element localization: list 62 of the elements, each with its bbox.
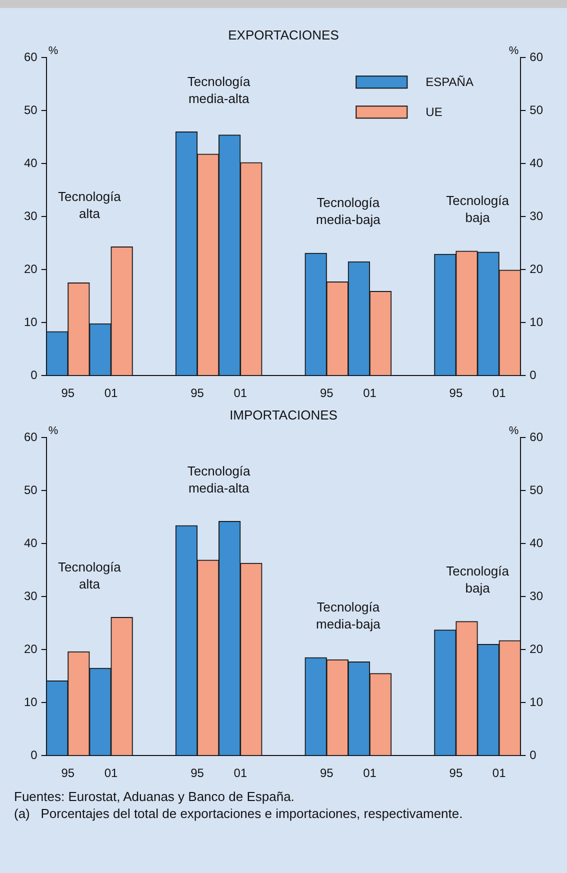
x-tick-label: 95: [449, 766, 463, 780]
y2-axis-title: %: [508, 425, 519, 438]
x-tick-label: 95: [320, 766, 334, 780]
y2-tick-label: 30: [530, 208, 544, 223]
y2-tick-label: 40: [530, 536, 544, 550]
x-tick-label: 01: [363, 386, 377, 400]
y-tick-label: 50: [24, 482, 38, 497]
y2-tick-label: 0: [530, 368, 537, 382]
annotation: Tecnología baja: [446, 564, 510, 596]
y-axis-title: %: [48, 45, 58, 58]
x-tick-label: 01: [104, 386, 118, 400]
annotation: Tecnología media-baja: [316, 600, 382, 632]
y2-tick-label: 0: [530, 748, 537, 762]
x-tick-label: 95: [61, 386, 75, 400]
x-tick-label: 01: [234, 766, 248, 780]
annotation: Tecnología media-baja: [316, 195, 382, 228]
annotation: Tecnología media-alta: [187, 463, 252, 496]
y-tick-label: 30: [24, 208, 38, 223]
y-tick-label: 60: [24, 50, 38, 64]
x-tick-label: 95: [61, 766, 75, 780]
x-tick-label: 01: [363, 766, 377, 780]
y2-tick-label: 50: [530, 102, 544, 117]
annotation: Tecnología alta: [58, 559, 122, 592]
x-tick-label: 01: [104, 766, 118, 780]
y2-tick-label: 40: [530, 156, 544, 170]
text: (a) Porcentajes del total de exportaciones e importaciones, respectivamente.: [14, 805, 464, 822]
y2-tick-label: 10: [530, 314, 544, 329]
y-tick-label: 0: [30, 368, 38, 382]
annotation: Tecnología baja: [446, 193, 510, 226]
source-note: Fuentes: Eurostat, Aduanas y Banco de España.: [14, 788, 296, 805]
legend-label: ESPAÑA: [426, 74, 474, 89]
annotation: Tecnología media-alta: [187, 74, 252, 106]
y-tick-label: 0: [30, 748, 38, 762]
y-tick-label: 60: [24, 430, 38, 444]
y-tick-label: 30: [24, 588, 38, 603]
chart-title: EXPORTACIONES: [228, 27, 340, 42]
y2-tick-label: 20: [530, 262, 544, 276]
y2-tick-label: 20: [530, 642, 544, 656]
chart-title: IMPORTACIONES: [230, 407, 338, 422]
y-tick-label: 10: [24, 314, 38, 329]
legend-label: UE: [426, 104, 442, 119]
y2-tick-label: 30: [530, 588, 544, 603]
x-tick-label: 01: [234, 386, 248, 400]
y-tick-label: 40: [24, 536, 38, 550]
y-tick-label: 50: [24, 102, 38, 117]
x-tick-label: 95: [190, 386, 204, 400]
y2-tick-label: 60: [530, 430, 544, 444]
x-tick-label: 95: [449, 386, 463, 400]
y2-tick-label: 60: [530, 50, 544, 64]
x-tick-label: 01: [492, 766, 506, 780]
annotation: Tecnología alta: [58, 188, 122, 221]
y2-tick-label: 10: [530, 694, 544, 709]
y-tick-label: 20: [24, 642, 38, 656]
x-tick-label: 95: [190, 766, 204, 780]
y-axis-title: %: [48, 425, 58, 438]
y-tick-label: 40: [24, 156, 38, 170]
y-tick-label: 20: [24, 262, 38, 276]
y2-axis-title: %: [508, 45, 519, 58]
y2-tick-label: 50: [530, 482, 544, 497]
x-tick-label: 01: [492, 386, 506, 400]
y-tick-label: 10: [24, 694, 38, 709]
x-tick-label: 95: [320, 386, 334, 400]
